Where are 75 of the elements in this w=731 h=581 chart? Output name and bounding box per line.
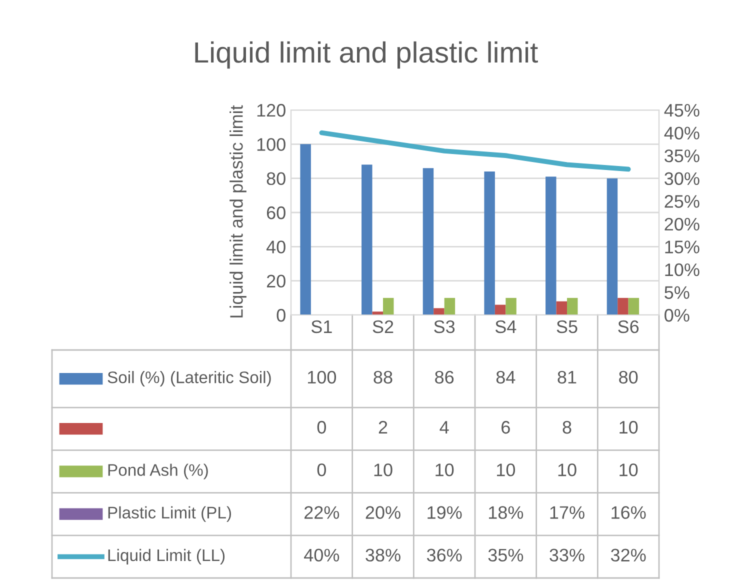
bar	[494, 304, 506, 315]
data-label: 36%	[426, 548, 462, 562]
bar	[300, 144, 311, 315]
data-label: 20%	[366, 506, 400, 519]
y-tick-label: 120	[257, 104, 286, 117]
data-label: 84	[496, 370, 516, 384]
y2-tick-label: 15%	[665, 240, 700, 254]
y2-tick-label: 5%	[664, 286, 690, 299]
chart-title: Liquid limit and plastic limit	[195, 41, 538, 69]
data-label: 0	[317, 420, 326, 434]
data-label: 86	[435, 370, 454, 384]
bar	[606, 178, 618, 315]
data-label: 18%	[488, 506, 524, 519]
data-label: 0	[317, 464, 326, 476]
data-label: 2	[378, 420, 388, 434]
bar	[444, 298, 456, 315]
bar	[506, 298, 516, 315]
y2-tick-label: 10%	[665, 263, 700, 276]
bar	[556, 301, 567, 315]
data-label: 10	[558, 464, 576, 476]
bar	[567, 298, 578, 315]
y2-tick-label: 35%	[664, 149, 700, 162]
data-label: 10	[374, 464, 392, 476]
data-label: 10	[620, 420, 638, 434]
data-label: 100	[308, 370, 336, 384]
x-tick-label: S1	[311, 320, 332, 334]
y2-tick-label: 40%	[664, 126, 700, 140]
y2-tick-label: 25%	[664, 195, 700, 208]
line-series	[319, 130, 631, 172]
data-label: 6	[502, 420, 510, 434]
y2-tick-label: 0%	[664, 308, 690, 322]
bar	[546, 176, 556, 315]
y2-tick-label: 30%	[664, 172, 700, 186]
data-label: 32%	[610, 548, 646, 562]
data-label: 8	[562, 420, 572, 434]
data-label: 35%	[488, 548, 524, 562]
y-tick-label: 0	[276, 308, 286, 322]
x-tick-label: S4	[495, 320, 516, 334]
x-tick-label: S3	[434, 320, 455, 334]
data-label: 88	[374, 370, 392, 384]
legend-label: Pond Ash (%)	[108, 464, 208, 480]
y-tick-label: 60	[266, 206, 286, 220]
data-label: 80	[619, 370, 638, 384]
x-tick-label: S6	[618, 320, 639, 334]
data-label: 81	[558, 370, 576, 384]
bar	[434, 308, 444, 315]
data-label: 40%	[304, 548, 340, 562]
x-tick-label: S5	[556, 320, 578, 334]
data-label: 33%	[550, 548, 584, 562]
y-tick-label: 100	[257, 138, 286, 151]
bar	[422, 168, 434, 315]
legend-label: Liquid Limit (LL)	[108, 548, 225, 564]
data-label: 38%	[366, 548, 400, 562]
bar	[383, 298, 394, 315]
bar	[618, 298, 628, 315]
data-label: 4	[440, 421, 449, 434]
bar	[484, 172, 495, 315]
legend-label: Plastic Limit (PL)	[108, 506, 231, 522]
bar	[362, 164, 372, 315]
y-tick-label: 40	[266, 240, 286, 254]
data-label: 22%	[304, 506, 340, 519]
y2-tick-label: 20%	[664, 218, 700, 231]
data-label: 10	[497, 464, 516, 476]
y2-tick-label: 45%	[664, 104, 700, 117]
bar	[628, 298, 640, 315]
data-label: 16%	[612, 506, 646, 519]
data-label: 17%	[550, 506, 584, 519]
y-axis-title: Liquid limit and plastic limit	[230, 105, 246, 318]
y-tick-label: 80	[266, 172, 286, 186]
x-tick-label: S2	[372, 320, 394, 334]
data-label: 10	[620, 464, 638, 476]
legend-label: Soil (%) (Lateritic Soil)	[108, 371, 271, 387]
data-label: 19%	[428, 506, 462, 519]
data-label: 10	[436, 464, 454, 476]
y-tick-label: 20	[266, 274, 286, 288]
